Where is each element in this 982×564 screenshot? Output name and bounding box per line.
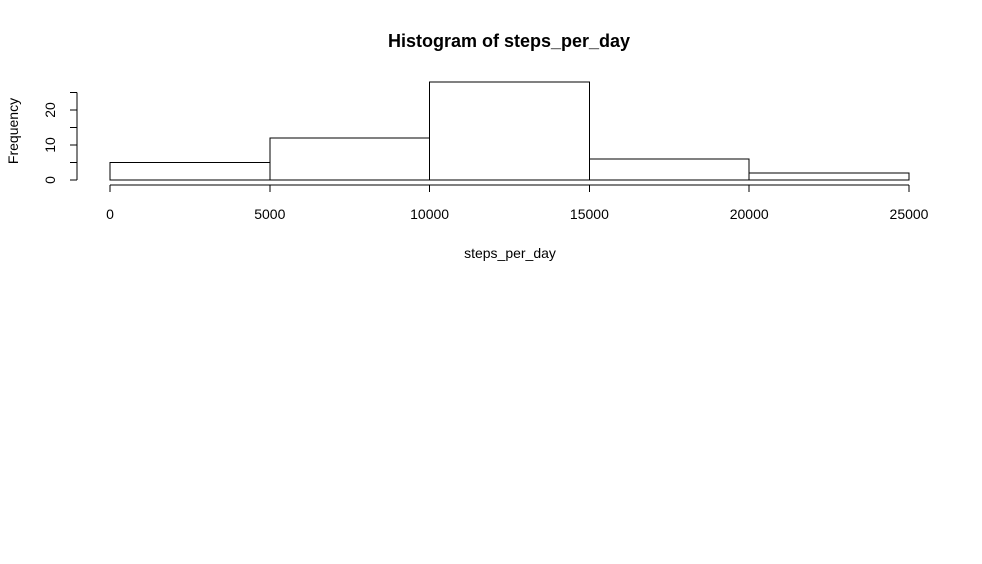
x-tick-label: 5000: [254, 206, 285, 222]
x-tick-label: 0: [106, 206, 114, 222]
y-axis-label: Frequency: [5, 98, 21, 164]
y-tick-label: 10: [42, 137, 58, 153]
y-tick-label: 0: [42, 176, 58, 184]
y-tick-label: 20: [42, 102, 58, 118]
histogram-bar: [748, 172, 910, 181]
histogram-bar: [269, 137, 431, 181]
x-tick-label: 10000: [410, 206, 449, 222]
x-tick-label: 20000: [730, 206, 769, 222]
x-tick-label: 15000: [570, 206, 609, 222]
histogram-bar: [429, 81, 590, 181]
bars-group: [109, 81, 910, 181]
histogram-bar: [109, 162, 271, 181]
x-axis: 0 5000 10000 15000 20000 25000: [106, 184, 929, 222]
histogram-bar: [588, 158, 750, 181]
x-tick-label: 25000: [890, 206, 929, 222]
chart-title: Histogram of steps_per_day: [388, 31, 630, 51]
y-axis: 0 10 20: [42, 92, 78, 184]
x-axis-label: steps_per_day: [464, 245, 556, 261]
